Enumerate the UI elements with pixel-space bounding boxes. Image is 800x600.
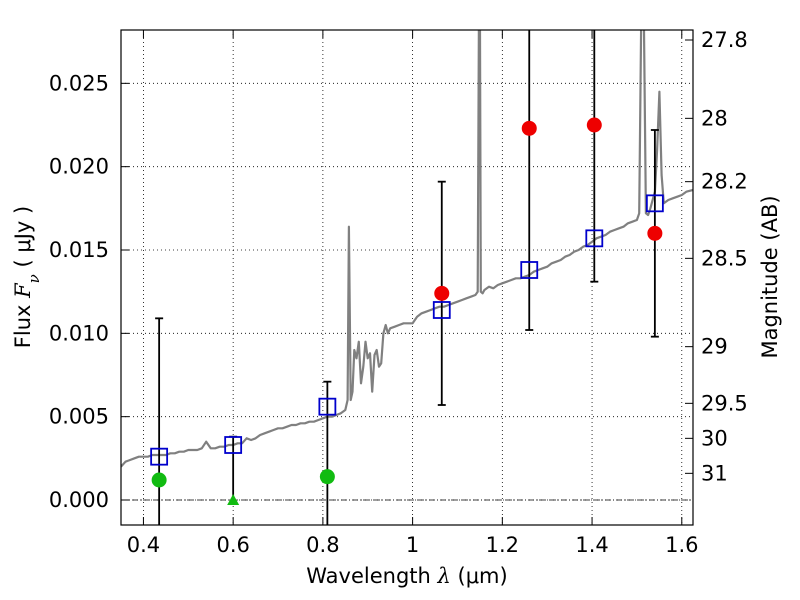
tick-layer: 0.4 0.6 0.8 1 1.2 1.4 1.6 0.000 0.005 0.010 0.015 0…: [49, 28, 748, 557]
model-square-point: [585, 229, 604, 248]
y-axis-label: Flux Fν ( μJy ): [11, 206, 43, 348]
model-square-point: [645, 194, 664, 213]
model-square-point: [318, 397, 337, 416]
x-tick-label: 0.4: [127, 533, 160, 557]
y2-tick-label: 28.2: [701, 170, 748, 194]
y-axis-label-unit: ( μJy ): [11, 206, 35, 274]
y2-tick-label: 30: [701, 426, 728, 450]
green-circle-point: [151, 472, 167, 488]
plot-area: [121, 30, 693, 525]
y2-tick-label: 27.8: [701, 28, 748, 52]
y2-tick-label: 29.5: [701, 391, 748, 415]
x-axis-label-prefix: Wavelength: [306, 564, 437, 588]
spectrum-line: [121, 30, 693, 468]
x-axis-label: Wavelength λ (μm): [306, 564, 507, 588]
plot-frame: [120, 29, 694, 526]
y2-tick-label: 28.5: [701, 246, 748, 270]
y-tick-label: 0.000: [49, 488, 109, 512]
y-tick-label: 0.025: [49, 71, 109, 95]
x-axis-label-unit: (μm): [451, 564, 508, 588]
x-tick-label: 1.4: [575, 533, 608, 557]
y-axis-label-prefix: Flux: [11, 298, 35, 348]
x-tick-label: 1: [406, 533, 419, 557]
model-square-point: [520, 261, 539, 279]
plot-background: [121, 30, 693, 525]
x-tick-label: 0.6: [216, 533, 249, 557]
y-tick-label: 0.005: [49, 405, 109, 429]
model-square-point: [224, 436, 243, 454]
marker-layer: [150, 117, 664, 505]
y2-tick-label: 28: [701, 106, 728, 130]
spectrum-layer: [121, 30, 693, 468]
x-tick-label: 0.8: [306, 533, 339, 557]
red-circle-point: [647, 225, 663, 241]
red-circle-point: [434, 285, 450, 301]
y-tick-label: 0.020: [49, 155, 109, 179]
y-tick-label: 0.010: [49, 321, 109, 345]
green-circle-point: [319, 469, 335, 485]
y-axis-label-symbol: F: [11, 282, 35, 299]
y2-axis-label: Magnitude (AB): [758, 195, 782, 358]
y-axis-label-subscript: ν: [25, 274, 43, 283]
red-circle-point: [521, 120, 537, 136]
y2-tick-label: 29: [701, 335, 728, 359]
model-square-point: [150, 447, 169, 466]
x-tick-label: 1.2: [486, 533, 519, 557]
model-square-point: [432, 301, 451, 319]
green-triangle-point: [227, 494, 240, 505]
x-axis-label-symbol: λ: [437, 564, 451, 588]
x-tick-label: 1.6: [665, 533, 698, 557]
y2-tick-label: 31: [701, 461, 728, 485]
y-tick-label: 0.015: [49, 238, 109, 262]
red-circle-point: [586, 117, 602, 133]
